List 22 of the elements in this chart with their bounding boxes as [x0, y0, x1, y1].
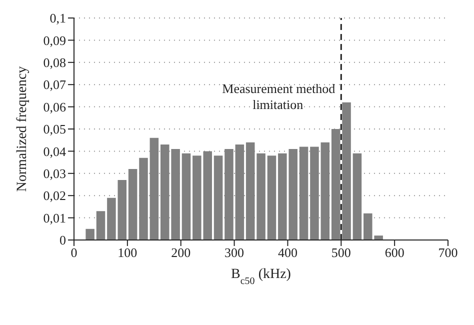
y-tick-label: 0,07: [43, 77, 66, 92]
x-tick-label: 100: [118, 245, 138, 260]
y-tick-label: 0,08: [43, 55, 66, 70]
y-tick-label: 0,1: [50, 10, 66, 26]
x-tick-label: 500: [331, 245, 351, 260]
y-axis-title: Normalized frequency: [15, 66, 30, 192]
x-tick-label: 300: [224, 245, 244, 260]
y-tick-label: 0,02: [43, 188, 66, 204]
x-tick-label: 0: [70, 245, 78, 260]
y-tick-label: 0,09: [43, 32, 66, 48]
ref-line-label: Measurement method limitation: [222, 81, 336, 112]
y-tick-label: 0,01: [43, 210, 66, 226]
y-tick-label: 0: [60, 232, 66, 248]
x-axis-title: B$_{c50}$ (kHz): [231, 267, 292, 286]
x-tick-label: 600: [384, 245, 404, 260]
x-tick-label: 200: [171, 245, 191, 260]
y-tick-label: 0,05: [43, 122, 66, 137]
x-tick-label: 700: [438, 245, 458, 260]
y-tick-label: 0,04: [43, 144, 66, 159]
y-tick-label: 0,03: [43, 166, 66, 182]
x-tick-label: 400: [278, 245, 298, 260]
y-tick-label: 0,06: [43, 99, 66, 114]
